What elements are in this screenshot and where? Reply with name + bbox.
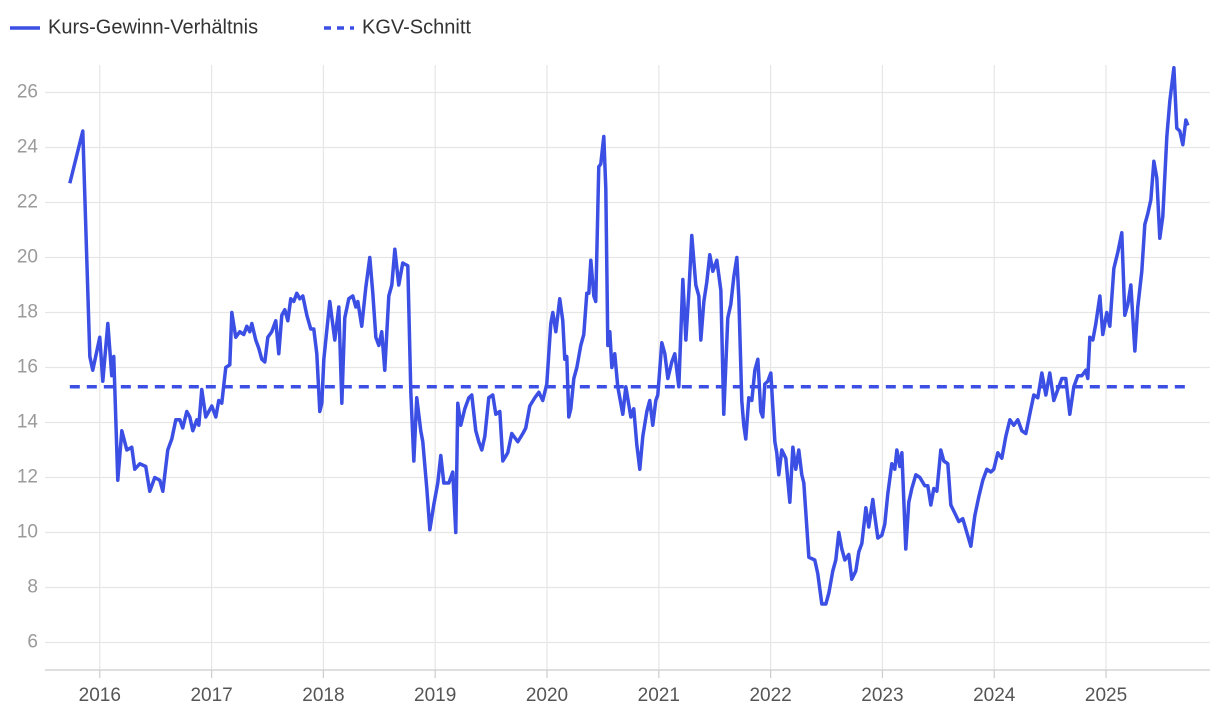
x-tick-label: 2023: [861, 685, 903, 706]
y-tick-label: 10: [17, 522, 38, 543]
y-tick-label: 24: [17, 137, 39, 158]
legend-label: Kurs-Gewinn-Verhältnis: [48, 16, 258, 38]
y-tick-label: 12: [17, 467, 38, 488]
y-tick-label: 18: [17, 302, 38, 323]
x-tick-label: 2024: [973, 685, 1016, 706]
y-tick-label: 20: [17, 247, 38, 268]
y-tick-label: 16: [17, 357, 38, 378]
y-tick-label: 14: [17, 412, 39, 433]
x-tick-label: 2021: [638, 685, 680, 706]
x-tick-label: 2018: [302, 685, 344, 706]
x-tick-label: 2019: [414, 685, 456, 706]
y-tick-label: 8: [27, 577, 38, 598]
x-tick-label: 2025: [1085, 685, 1127, 706]
y-tick-label: 6: [27, 632, 38, 653]
y-tick-label: 26: [17, 82, 38, 103]
series-line: [68, 66, 1190, 606]
x-tick-label: 2016: [79, 685, 121, 706]
x-tick-label: 2020: [526, 685, 568, 706]
legend-label: KGV-Schnitt: [362, 16, 471, 38]
legend: Kurs-Gewinn-Verhältnis KGV-Schnitt: [10, 16, 471, 38]
x-tick-label: 2017: [190, 685, 232, 706]
x-tick-label: 2022: [749, 685, 791, 706]
y-tick-label: 22: [17, 192, 38, 213]
